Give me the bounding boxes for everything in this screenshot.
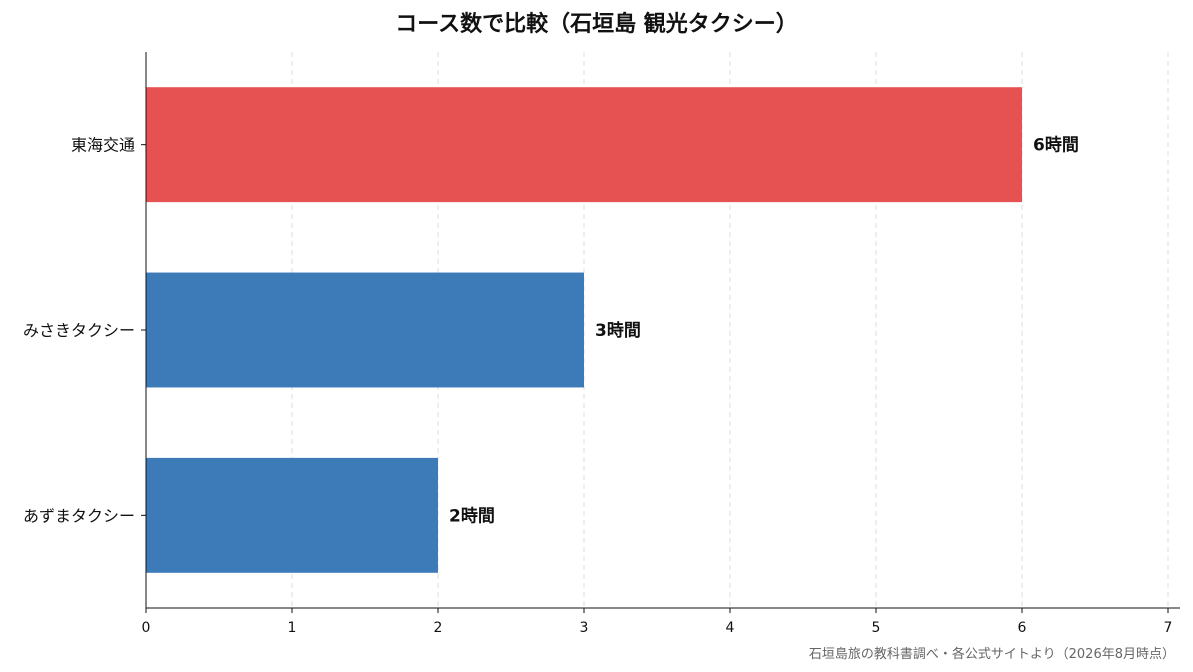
bar [146, 272, 584, 388]
chart-title: コース数で比較（石垣島 観光タクシー） [395, 12, 798, 37]
x-tick-label: 3 [580, 620, 589, 636]
bar [146, 457, 438, 573]
x-tick-label: 0 [142, 620, 151, 636]
category-label: あずまタクシー [23, 506, 135, 525]
bar-value-label: 2時間 [449, 505, 495, 526]
bar [146, 87, 1022, 203]
x-tick-label: 6 [1018, 620, 1027, 636]
bar-value-label: 6時間 [1033, 135, 1079, 156]
bar-value-label: 3時間 [595, 320, 641, 341]
x-tick-label: 7 [1164, 620, 1173, 636]
category-label: 東海交通 [71, 136, 135, 155]
source-note: 石垣島旅の教科書調べ・各公式サイトより（2026年8月時点） [808, 647, 1175, 662]
x-tick-label: 4 [726, 620, 735, 636]
x-tick-label: 1 [288, 620, 297, 636]
x-tick-label: 5 [872, 620, 881, 636]
x-tick-label: 2 [434, 620, 443, 636]
category-label: みさきタクシー [23, 321, 135, 340]
